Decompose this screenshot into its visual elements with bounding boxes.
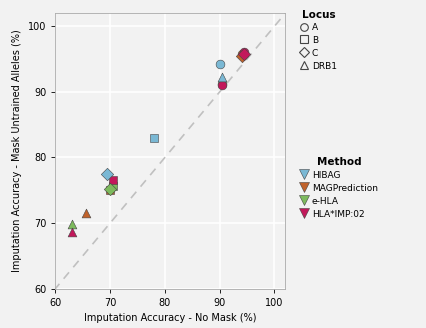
Point (69, 229, 75, 234)
Point (150, 135, 157, 140)
Point (241, 50, 248, 55)
Point (241, 51, 248, 56)
Point (219, 83, 226, 88)
Point (216, 62, 223, 67)
Point (107, 186, 114, 192)
Point (238, 52, 245, 57)
Point (107, 188, 114, 193)
Point (219, 74, 226, 79)
Legend: HIBAG, MAGPrediction, e-HLA, HLA*IMP:02: HIBAG, MAGPrediction, e-HLA, HLA*IMP:02 (299, 155, 380, 220)
Point (109, 184, 116, 189)
Point (219, 81, 226, 87)
X-axis label: Imputation Accuracy - No Mask (%): Imputation Accuracy - No Mask (%) (84, 313, 256, 323)
Point (238, 53, 245, 58)
Point (69, 222, 75, 227)
Point (82, 211, 89, 216)
Point (104, 171, 111, 176)
Legend: A, B, C, DRB1: A, B, C, DRB1 (299, 8, 339, 73)
Point (109, 178, 116, 183)
Y-axis label: Imputation Accuracy - Mask Untrained Alleles (%): Imputation Accuracy - Mask Untrained All… (12, 30, 23, 272)
